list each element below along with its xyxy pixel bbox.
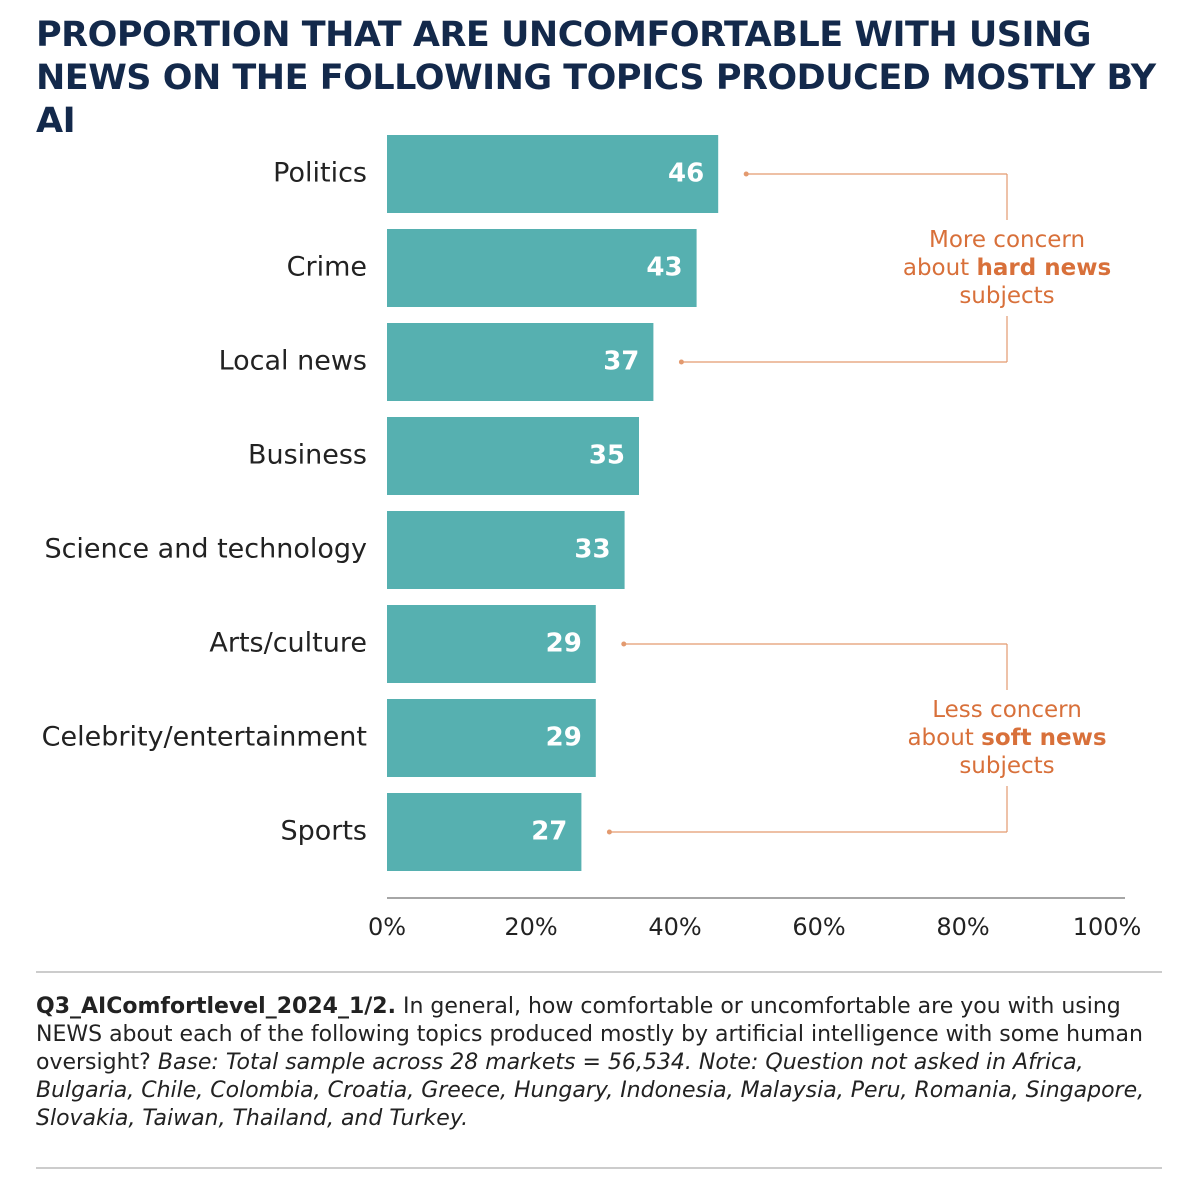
value-label: 46 (668, 159, 704, 189)
annotation-part: hard news (977, 255, 1112, 281)
value-label: 29 (546, 629, 582, 659)
annotation: Less concern (932, 697, 1082, 723)
value-label: 43 (646, 253, 682, 283)
x-tick-label: 20% (504, 913, 557, 941)
category-label: Business (248, 440, 367, 471)
footnote-code: Q3_AIComfortlevel_2024_1/2. (36, 994, 396, 1019)
bar (387, 229, 697, 307)
x-tick-label: 40% (648, 913, 701, 941)
bar (387, 793, 582, 871)
value-label: 35 (589, 441, 625, 471)
x-tick-label: 0% (368, 913, 406, 941)
annotation: subjects (959, 283, 1054, 309)
category-label: Science and technology (44, 534, 367, 565)
footnote-note: Base: Total sample across 28 markets = 5… (36, 1050, 1145, 1131)
chart-title: PROPORTION THAT ARE UNCOMFORTABLE WITH U… (36, 15, 1156, 141)
bar (387, 417, 639, 495)
x-tick-label: 60% (792, 913, 845, 941)
x-tick-label: 100% (1073, 913, 1142, 941)
bar (387, 699, 596, 777)
annotation-part: More concern (929, 227, 1085, 253)
annotation: subjects (959, 753, 1054, 779)
category-label: Crime (287, 252, 367, 283)
annotation: about soft news (907, 725, 1106, 751)
category-label: Politics (273, 158, 367, 189)
annotation-part: subjects (959, 753, 1054, 779)
footnote: Q3_AIComfortlevel_2024_1/2. In general, … (36, 993, 1146, 1133)
footnote-question: In general, how comfortable or uncomfort… (36, 994, 1143, 1075)
category-label: Celebrity/entertainment (42, 722, 367, 753)
bar (387, 605, 596, 683)
annotation-part: about (907, 725, 981, 751)
value-label: 29 (546, 723, 582, 753)
value-label: 33 (574, 535, 610, 565)
annotation-part: subjects (959, 283, 1054, 309)
annotation: about hard news (903, 255, 1111, 281)
category-label: Local news (219, 346, 367, 377)
value-label: 37 (603, 347, 639, 377)
bar (387, 511, 625, 589)
category-label: Sports (280, 816, 367, 847)
annotation-part: Less concern (932, 697, 1082, 723)
annotation: More concern (929, 227, 1085, 253)
value-label: 27 (531, 817, 567, 847)
category-label: Arts/culture (209, 628, 367, 659)
x-tick-label: 80% (936, 913, 989, 941)
annotation-part: about (903, 255, 977, 281)
annotation-part: soft news (981, 725, 1106, 751)
bar (387, 135, 719, 213)
bar (387, 323, 654, 401)
